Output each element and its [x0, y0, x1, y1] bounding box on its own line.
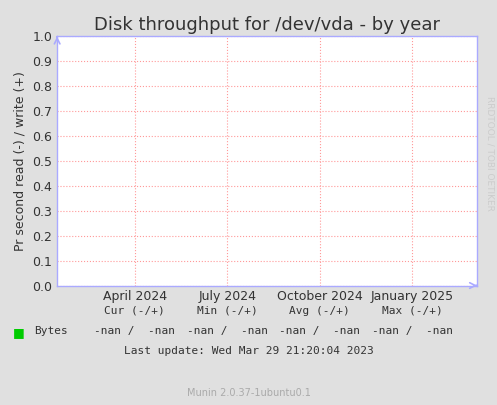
Text: Last update: Wed Mar 29 21:20:04 2023: Last update: Wed Mar 29 21:20:04 2023 [124, 346, 373, 356]
Text: Munin 2.0.37-1ubuntu0.1: Munin 2.0.37-1ubuntu0.1 [186, 388, 311, 398]
Text: -nan /  -nan: -nan / -nan [187, 326, 268, 336]
Text: Max (-/+): Max (-/+) [382, 306, 442, 316]
Title: Disk throughput for /dev/vda - by year: Disk throughput for /dev/vda - by year [94, 15, 440, 34]
Text: -nan /  -nan: -nan / -nan [94, 326, 175, 336]
Text: Cur (-/+): Cur (-/+) [104, 306, 165, 316]
Text: RRDTOOL / TOBI OETIKER: RRDTOOL / TOBI OETIKER [486, 96, 495, 211]
Y-axis label: Pr second read (-) / write (+): Pr second read (-) / write (+) [14, 71, 27, 251]
Text: Avg (-/+): Avg (-/+) [289, 306, 350, 316]
Text: Bytes: Bytes [34, 326, 68, 336]
Text: ■: ■ [12, 326, 24, 339]
Text: -nan /  -nan: -nan / -nan [372, 326, 453, 336]
Text: Min (-/+): Min (-/+) [197, 306, 257, 316]
Text: -nan /  -nan: -nan / -nan [279, 326, 360, 336]
